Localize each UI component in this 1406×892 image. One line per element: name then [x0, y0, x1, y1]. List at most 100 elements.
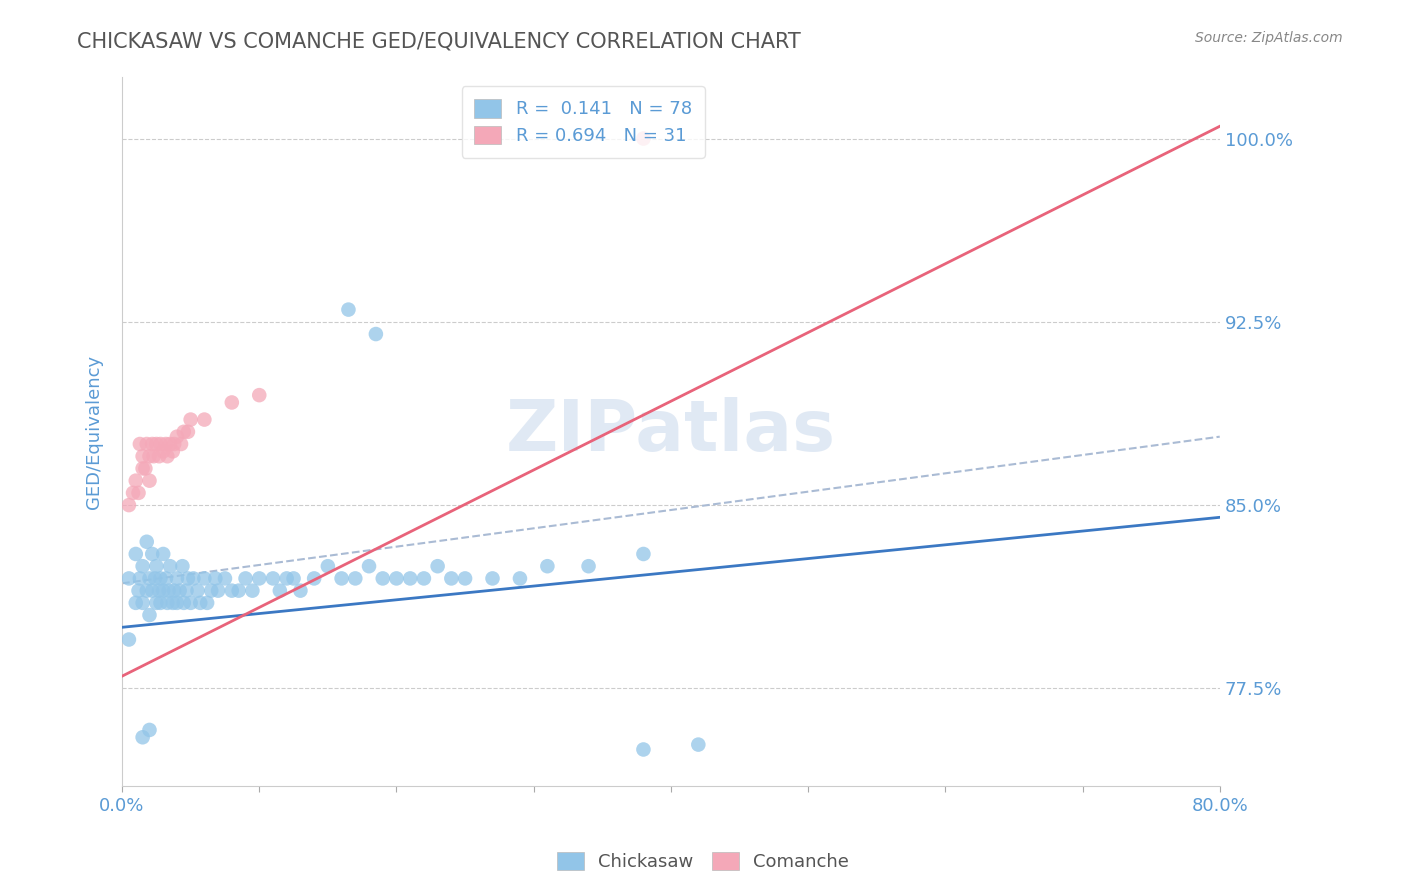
Point: [195, 596, 218, 610]
Point: [170, 437, 193, 451]
Point: [157, 583, 180, 598]
Point: [135, 534, 157, 549]
Legend: R =  0.141   N = 78, R = 0.694   N = 31: R = 0.141 N = 78, R = 0.694 N = 31: [461, 87, 704, 158]
Point: [509, 571, 531, 585]
Point: [156, 596, 179, 610]
Point: [131, 731, 153, 745]
Point: [141, 437, 163, 451]
Point: [138, 474, 160, 488]
Point: [207, 583, 229, 598]
Point: [138, 571, 160, 585]
Point: [183, 571, 205, 585]
Point: [138, 449, 160, 463]
Point: [118, 632, 141, 647]
Point: [633, 547, 655, 561]
Point: [180, 596, 202, 610]
Point: [125, 474, 148, 488]
Point: [186, 583, 208, 598]
Point: [128, 571, 150, 585]
Point: [173, 596, 195, 610]
Point: [162, 444, 184, 458]
Point: [152, 444, 174, 458]
Point: [578, 559, 600, 574]
Point: [163, 437, 186, 451]
Point: [177, 425, 200, 439]
Point: [131, 596, 153, 610]
Point: [131, 461, 153, 475]
Point: [141, 583, 163, 598]
Point: [399, 571, 422, 585]
Point: [385, 571, 408, 585]
Point: [228, 583, 250, 598]
Point: [148, 583, 170, 598]
Point: [131, 559, 153, 574]
Point: [162, 596, 184, 610]
Point: [283, 571, 305, 585]
Point: [454, 571, 477, 585]
Point: [128, 583, 150, 598]
Point: [221, 583, 243, 598]
Point: [159, 559, 181, 574]
Point: [247, 571, 270, 585]
Point: [145, 559, 167, 574]
Point: [180, 412, 202, 426]
Point: [135, 583, 157, 598]
Point: [176, 583, 198, 598]
Point: [188, 596, 211, 610]
Point: [149, 571, 172, 585]
Point: [364, 326, 387, 341]
Point: [118, 571, 141, 585]
Point: [169, 583, 191, 598]
Point: [173, 425, 195, 439]
Point: [214, 571, 236, 585]
Text: Source: ZipAtlas.com: Source: ZipAtlas.com: [1195, 31, 1343, 45]
Point: [193, 412, 215, 426]
Point: [118, 498, 141, 512]
Point: [152, 583, 174, 598]
Point: [269, 583, 291, 598]
Point: [122, 486, 145, 500]
Point: [166, 571, 188, 585]
Point: [138, 608, 160, 623]
Point: [159, 437, 181, 451]
Point: [193, 571, 215, 585]
Point: [262, 571, 284, 585]
Point: [221, 395, 243, 409]
Point: [247, 388, 270, 402]
Point: [143, 571, 166, 585]
Point: [128, 486, 150, 500]
Point: [536, 559, 558, 574]
Point: [125, 596, 148, 610]
Point: [177, 571, 200, 585]
Point: [204, 571, 226, 585]
Point: [440, 571, 463, 585]
Point: [688, 738, 710, 752]
Point: [344, 571, 367, 585]
Point: [316, 559, 339, 574]
Point: [371, 571, 394, 585]
Point: [337, 302, 360, 317]
Point: [242, 583, 264, 598]
Point: [155, 571, 177, 585]
Point: [145, 437, 167, 451]
Point: [141, 547, 163, 561]
Point: [290, 583, 312, 598]
Point: [152, 547, 174, 561]
Text: CHICKASAW VS COMANCHE GED/EQUIVALENCY CORRELATION CHART: CHICKASAW VS COMANCHE GED/EQUIVALENCY CO…: [77, 31, 801, 51]
Legend: Chickasaw, Comanche: Chickasaw, Comanche: [550, 845, 856, 879]
Point: [166, 596, 188, 610]
Point: [200, 583, 222, 598]
Point: [330, 571, 353, 585]
Point: [412, 571, 434, 585]
Point: [128, 437, 150, 451]
Point: [172, 559, 194, 574]
Point: [357, 559, 380, 574]
Point: [148, 449, 170, 463]
Y-axis label: GED/Equivalency: GED/Equivalency: [86, 355, 103, 508]
Point: [633, 131, 655, 145]
Point: [235, 571, 257, 585]
Point: [149, 437, 172, 451]
Point: [138, 723, 160, 737]
Point: [155, 437, 177, 451]
Point: [125, 547, 148, 561]
